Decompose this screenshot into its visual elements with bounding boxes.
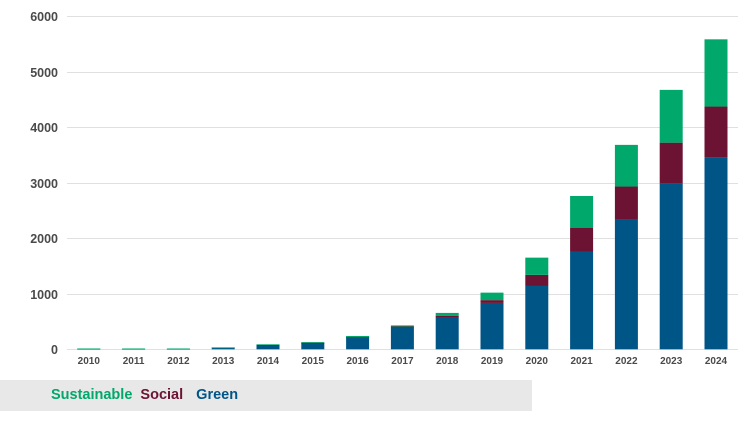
bar-green-2015 bbox=[301, 342, 325, 350]
bar-social-2019 bbox=[480, 300, 504, 303]
legend-item-green: Green bbox=[196, 387, 239, 403]
bar-sustainable-2019 bbox=[480, 292, 504, 301]
legend: Sustainable Social Green bbox=[0, 380, 532, 411]
x-tick-label: 2011 bbox=[123, 356, 145, 367]
bar-social-2016 bbox=[346, 337, 370, 338]
y-tick-label: 2000 bbox=[30, 232, 58, 246]
bar-sustainable-2011 bbox=[122, 348, 146, 350]
bar-sustainable-2022 bbox=[614, 144, 638, 187]
bar-sustainable-2017 bbox=[390, 325, 414, 327]
bar-sustainable-2021 bbox=[570, 195, 594, 228]
bar-green-2024 bbox=[704, 157, 728, 350]
bar-social-2014 bbox=[256, 344, 280, 346]
x-tick-label: 2010 bbox=[78, 356, 101, 367]
x-tick-label: 2021 bbox=[570, 356, 593, 367]
legend-item-social: Social bbox=[140, 387, 184, 403]
bar-social-2017 bbox=[390, 326, 414, 328]
bar-sustainable-2016 bbox=[346, 335, 370, 338]
bar-sustainable-2023 bbox=[659, 89, 683, 143]
bar-sustainable-2013 bbox=[211, 347, 235, 349]
y-tick-label: 1000 bbox=[30, 288, 58, 302]
bar-green-2016 bbox=[346, 337, 370, 350]
bar-social-2015 bbox=[301, 342, 325, 344]
x-axis-ticks: 2010 2011 2012 2013 2014 2015 2016 2017 2018 2019… bbox=[78, 356, 728, 367]
bar-green-2017 bbox=[390, 327, 414, 350]
bars bbox=[77, 39, 728, 350]
y-axis-ticks: 0 1000 2000 3000 4000 5000 6000 bbox=[30, 10, 58, 357]
bar-sustainable-2012 bbox=[166, 348, 190, 350]
bar-social-2020 bbox=[525, 274, 549, 286]
y-tick-label: 0 bbox=[51, 343, 58, 357]
x-tick-label: 2018 bbox=[436, 356, 459, 367]
bar-social-2024 bbox=[704, 106, 728, 158]
y-tick-label: 5000 bbox=[30, 66, 58, 80]
y-tick-label: 6000 bbox=[30, 10, 58, 24]
x-tick-label: 2014 bbox=[257, 356, 280, 367]
x-tick-label: 2017 bbox=[391, 356, 414, 367]
x-tick-label: 2015 bbox=[302, 356, 325, 367]
x-tick-label: 2016 bbox=[346, 356, 369, 367]
x-tick-label: 2013 bbox=[212, 356, 235, 367]
x-tick-label: 2024 bbox=[705, 356, 728, 367]
x-tick-label: 2019 bbox=[481, 356, 504, 367]
bar-sustainable-2014 bbox=[256, 344, 280, 346]
bar-green-2022 bbox=[614, 219, 638, 350]
bar-green-2014 bbox=[256, 345, 280, 350]
bar-social-2022 bbox=[614, 186, 638, 220]
x-tick-label: 2012 bbox=[167, 356, 190, 367]
x-tick-label: 2022 bbox=[615, 356, 638, 367]
bar-sustainable-2010 bbox=[77, 348, 101, 350]
bar-social-2021 bbox=[570, 227, 594, 252]
bar-sustainable-2024 bbox=[704, 39, 728, 107]
bar-social-2018 bbox=[435, 315, 459, 318]
bar-green-2023 bbox=[659, 183, 683, 350]
legend-item-sustainable: Sustainable bbox=[51, 387, 133, 403]
x-tick-label: 2023 bbox=[660, 356, 683, 367]
bar-sustainable-2020 bbox=[525, 257, 549, 275]
gridlines bbox=[67, 16, 738, 350]
bar-sustainable-2018 bbox=[435, 312, 459, 316]
bar-green-2019 bbox=[480, 302, 504, 350]
bar-green-2021 bbox=[570, 251, 594, 350]
bar-green-2013 bbox=[211, 347, 235, 350]
bar-green-2020 bbox=[525, 285, 549, 350]
bar-sustainable-2015 bbox=[301, 342, 325, 343]
x-tick-label: 2020 bbox=[526, 356, 549, 367]
bar-social-2023 bbox=[659, 142, 683, 184]
y-tick-label: 3000 bbox=[30, 177, 58, 191]
y-tick-label: 4000 bbox=[30, 121, 58, 135]
bar-green-2018 bbox=[435, 317, 459, 350]
